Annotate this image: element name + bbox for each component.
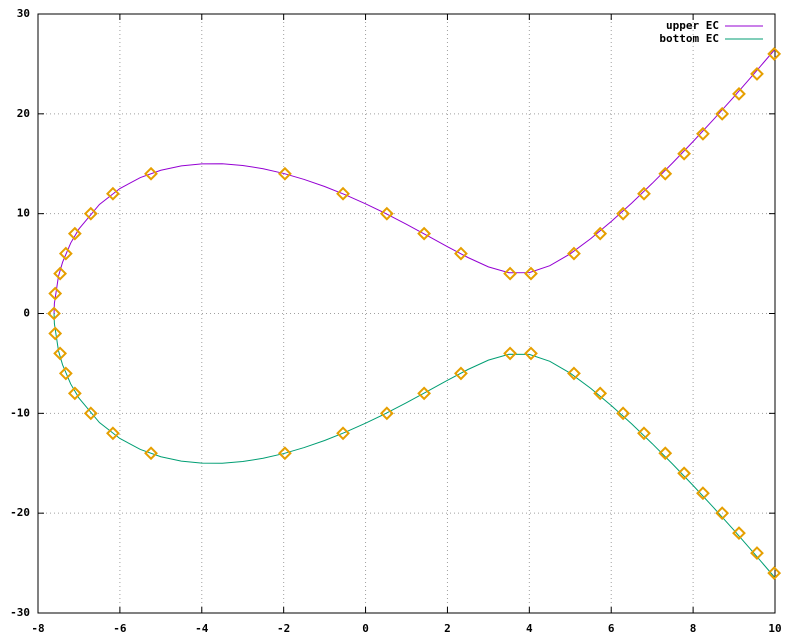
diamond-marker (454, 366, 468, 381)
legend-label: bottom EC (659, 32, 719, 45)
diamond-marker (593, 226, 608, 241)
x-tick-label: -8 (31, 622, 44, 635)
diamond-marker (67, 226, 82, 241)
diamond-marker (767, 566, 782, 580)
diamond-marker (567, 366, 581, 381)
diamond-marker (144, 446, 158, 461)
diamond-marker (616, 406, 631, 421)
diamond-marker (106, 186, 120, 201)
x-tick-label: 2 (444, 622, 451, 635)
diamond-marker (47, 306, 61, 321)
x-tick-label: -4 (195, 622, 209, 635)
diamond-marker (696, 126, 710, 141)
diamond-marker (715, 106, 730, 121)
diamond-marker (503, 346, 518, 361)
curve (53, 48, 776, 314)
diamond-marker (732, 526, 746, 541)
diamond-marker (48, 326, 63, 341)
diamond-marker (524, 346, 538, 361)
diamond-marker (67, 386, 82, 401)
x-tick-label: 0 (362, 622, 369, 635)
y-tick-label: -10 (10, 406, 30, 419)
diamond-marker (658, 166, 673, 181)
diamond-marker (106, 426, 120, 441)
diamond-marker (83, 406, 98, 421)
diamond-marker (715, 506, 730, 521)
diamond-marker (637, 426, 651, 441)
diamond-marker (336, 426, 350, 441)
diamond-marker (750, 546, 764, 561)
diamond-marker (658, 446, 673, 461)
y-tick-label: 0 (23, 307, 30, 320)
diamond-marker (567, 246, 581, 261)
diamond-marker (616, 206, 631, 221)
diamond-marker (524, 266, 538, 281)
y-tick-label: -20 (10, 506, 30, 519)
diamond-marker (677, 466, 692, 481)
diamond-marker (336, 186, 350, 201)
diamond-marker (767, 47, 782, 61)
y-tick-label: 20 (17, 107, 30, 120)
diamond-marker (277, 446, 292, 461)
curve (53, 313, 776, 579)
diamond-marker (593, 386, 608, 401)
diamond-marker (58, 246, 73, 261)
y-tick-label: -30 (10, 606, 30, 619)
x-tick-label: -6 (113, 622, 127, 635)
diamond-marker (732, 86, 746, 101)
y-tick-label: 30 (17, 7, 30, 20)
diamond-marker (48, 286, 63, 301)
plot-border (37, 13, 776, 614)
diamond-marker (53, 346, 68, 361)
diamond-marker (277, 166, 292, 181)
y-tick-label: 10 (17, 207, 30, 220)
diamond-marker (750, 66, 764, 81)
x-tick-label: 10 (768, 622, 781, 635)
diamond-marker (677, 146, 692, 161)
x-tick-label: -2 (277, 622, 290, 635)
diamond-marker (83, 206, 98, 221)
diamond-marker (637, 186, 651, 201)
diamond-marker (417, 226, 432, 241)
diamond-marker (58, 366, 73, 381)
diamond-marker (454, 246, 468, 261)
diamond-marker (379, 206, 394, 221)
diamond-marker (53, 266, 68, 281)
x-tick-label: 6 (608, 622, 615, 635)
x-tick-label: 8 (690, 622, 697, 635)
diamond-marker (144, 166, 158, 181)
diamond-marker (503, 266, 518, 281)
diamond-marker (417, 386, 432, 401)
diamond-marker (696, 486, 710, 501)
diamond-marker (379, 406, 394, 421)
x-tick-label: 4 (526, 622, 533, 635)
legend-label: upper EC (666, 19, 719, 32)
